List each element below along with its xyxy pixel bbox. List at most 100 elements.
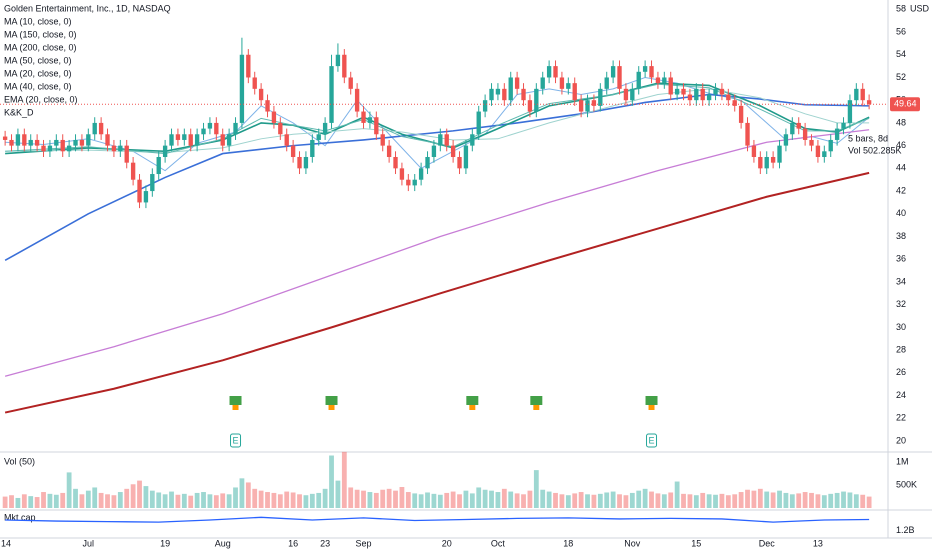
candle-body	[2, 136, 8, 140]
volume-bar	[578, 492, 584, 508]
candle-body	[220, 134, 225, 146]
volume-bar	[79, 494, 85, 508]
signal-marker	[530, 396, 543, 405]
volume-bar	[533, 470, 539, 508]
volume-bar	[661, 494, 667, 508]
candle-body	[329, 66, 334, 123]
moving-average-line	[5, 76, 870, 172]
volume-bar	[367, 492, 373, 508]
y-tick-label: 54	[896, 49, 906, 59]
candle-body	[130, 162, 136, 180]
volume-bar	[2, 496, 8, 508]
candle-body	[207, 122, 213, 129]
volume-bar	[636, 490, 642, 508]
y-tick-label: 46	[896, 140, 906, 150]
legend-entry: MA (50, close, 0)	[4, 55, 72, 65]
candle-body	[118, 145, 123, 152]
candle-body	[412, 179, 417, 186]
volume-bar	[706, 494, 712, 508]
candle-body	[386, 145, 392, 157]
volume-bar	[28, 496, 34, 508]
candle-body	[802, 128, 808, 140]
legend-entry: MA (20, close, 0)	[4, 68, 72, 78]
volume-bar	[751, 490, 757, 508]
market-cap-line	[5, 516, 870, 523]
candle-body	[700, 88, 705, 101]
candle-body	[604, 77, 609, 89]
x-tick-label: Sep	[356, 538, 372, 548]
volume-bar	[405, 492, 411, 508]
volume-bar	[495, 492, 501, 508]
candle-body	[540, 77, 545, 89]
volume-bar	[514, 493, 520, 508]
candle-body	[578, 100, 584, 112]
volume-bar	[501, 488, 507, 508]
volume-bar	[297, 494, 302, 508]
volume-bar	[393, 490, 398, 508]
candle-body	[585, 100, 590, 112]
candle-body	[866, 100, 872, 105]
volume-bar	[47, 493, 53, 508]
candle-body	[860, 88, 865, 101]
volume-bar	[418, 494, 424, 508]
candle-body	[201, 128, 206, 135]
candle-body	[719, 88, 725, 95]
legend-entry: K&K_D	[4, 107, 34, 117]
candle-body	[367, 117, 373, 123]
volume-bar	[610, 491, 616, 508]
signal-marker	[466, 396, 479, 405]
candle-body	[726, 94, 731, 101]
volume-bar	[66, 472, 72, 508]
legend-entry: MA (40, close, 0)	[4, 81, 72, 91]
candle-body	[790, 122, 795, 135]
candle-body	[482, 100, 488, 112]
volume-bar	[15, 497, 21, 508]
x-tick-label: 14	[1, 538, 11, 548]
volume-bar	[693, 495, 699, 508]
candle-body	[854, 88, 859, 101]
volume-bar	[92, 487, 98, 508]
candle-body	[527, 100, 533, 112]
y-tick-label: 38	[896, 231, 906, 241]
volume-bar	[277, 494, 283, 508]
volume-bar	[226, 494, 232, 508]
legend-entry: MA (200, close, 0)	[4, 42, 77, 52]
x-tick-label: Jul	[83, 538, 95, 548]
candle-body	[143, 191, 149, 203]
x-tick-label: Aug	[215, 538, 231, 548]
moving-average-line	[4, 171, 870, 414]
candle-body	[476, 111, 481, 135]
volume-bar	[527, 490, 533, 508]
volume-bar	[201, 492, 206, 508]
candle-body	[233, 122, 238, 135]
candle-body	[393, 156, 398, 169]
y-tick-label: 48	[896, 117, 906, 127]
candle-body	[60, 139, 65, 152]
last-price-box	[890, 97, 920, 112]
x-tick-label: Oct	[491, 538, 506, 548]
volume-bar	[789, 494, 795, 508]
volume-bar	[732, 494, 738, 508]
info-label: Vol 502.285K	[848, 145, 902, 155]
candle-body	[610, 66, 616, 78]
candle-body	[783, 134, 789, 146]
candle-body	[642, 66, 648, 72]
candle-body	[636, 71, 641, 89]
legend-entry: MA (150, close, 0)	[4, 29, 77, 39]
volume-bar	[629, 492, 635, 508]
volume-bar	[322, 488, 328, 508]
volume-bar	[386, 488, 392, 508]
pane-title: Mkt cap	[4, 512, 36, 522]
volume-bar	[130, 484, 136, 508]
candle-body	[847, 100, 853, 123]
y-tick-label: 1.2B	[896, 525, 915, 535]
volume-bar	[41, 492, 46, 508]
candle-body	[713, 88, 718, 95]
volume-bar	[674, 481, 680, 508]
volume-bar	[853, 494, 859, 508]
candle-body	[764, 156, 769, 169]
volume-bar	[111, 495, 117, 508]
candle-body	[796, 122, 801, 129]
candle-body	[150, 174, 155, 192]
volume-bar	[668, 492, 674, 508]
